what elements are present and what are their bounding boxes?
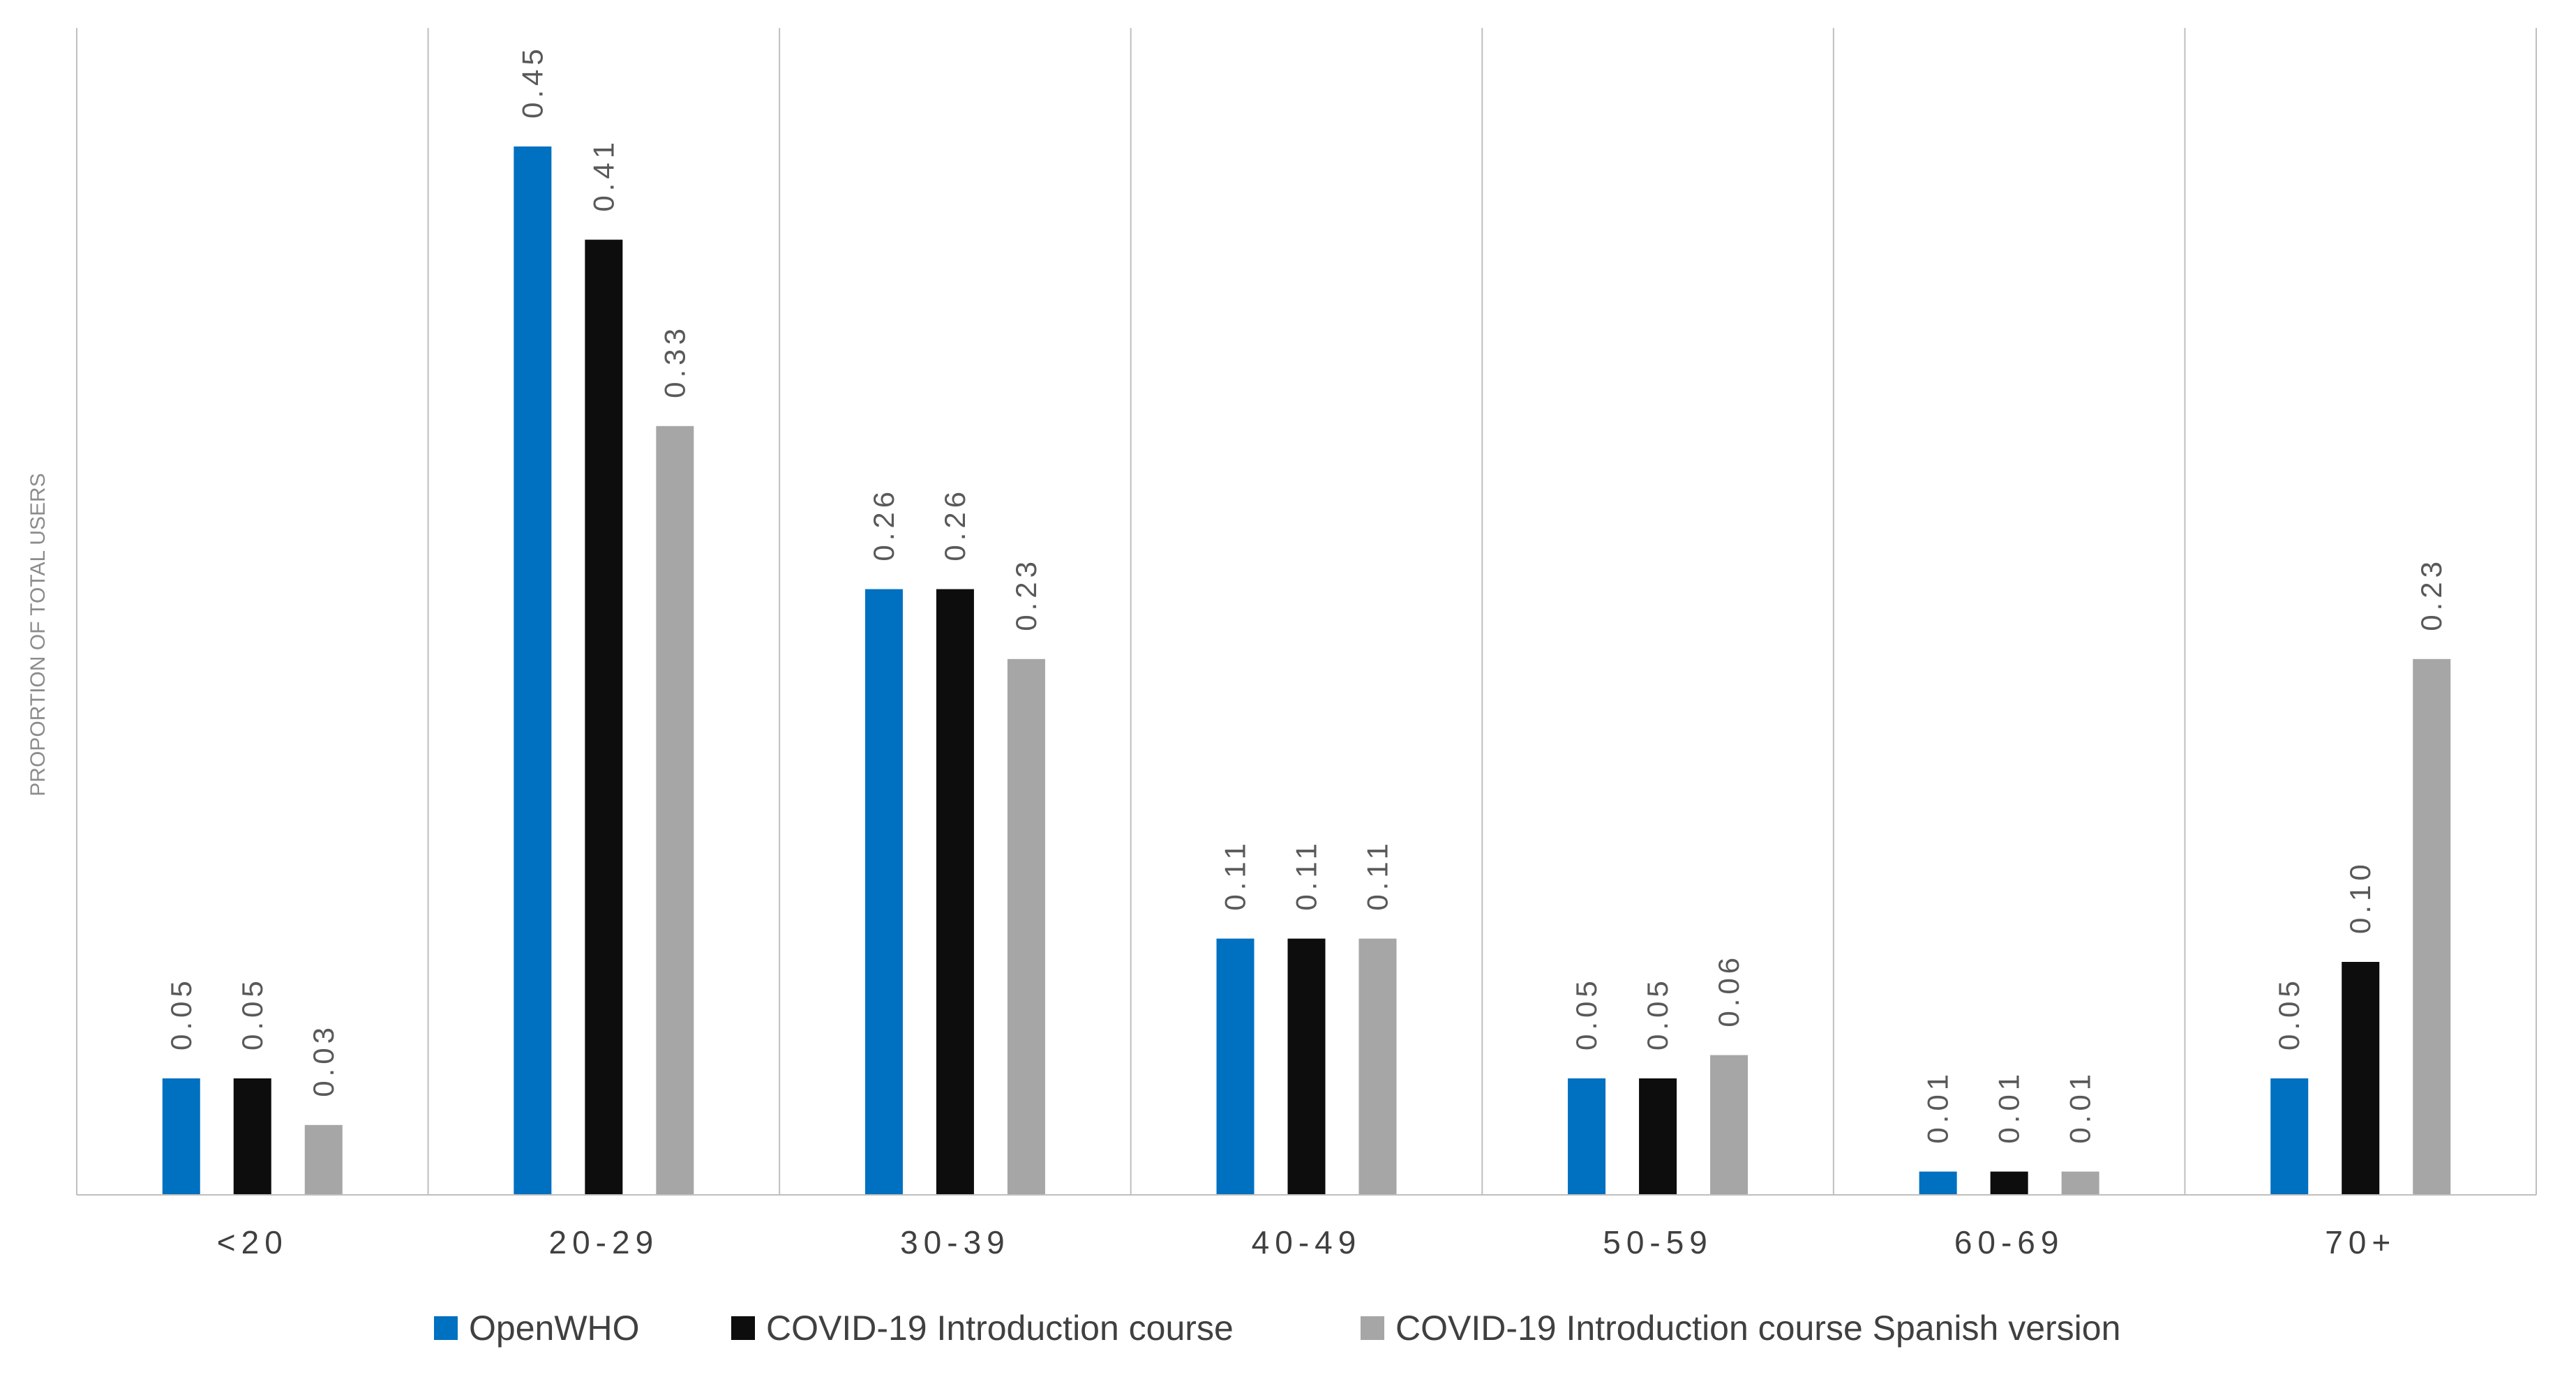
legend-swatch-covid-19-introduction-course-spanish-version: [1361, 1316, 1384, 1340]
data-label: 0.45: [516, 45, 548, 119]
bar-openwho: [514, 146, 552, 1195]
data-label: 0.03: [307, 1023, 340, 1097]
legend: OpenWHO COVID-19 Introduction course COVID…: [434, 1309, 2120, 1348]
data-label: 0.23: [2415, 557, 2448, 631]
bar-covid-19-introduction-course: [1639, 1078, 1677, 1195]
legend-label-covid-19-introduction-course-spanish-version: COVID-19 Introduction course Spanish ver…: [1395, 1309, 2120, 1348]
bar-covid-19-introduction-course-spanish-version: [304, 1124, 343, 1195]
bar-covid-19-introduction-course-spanish-version: [1007, 658, 1045, 1195]
y-axis-label: PROPORTION OF TOTAL USERS: [27, 473, 50, 796]
value-labels-group: 0.05 0.05 0.03 0.45 0.41 0.33 0.26 0.26 0.23 0.11…: [165, 45, 2448, 1143]
x-tick-label: 50-59: [1603, 1224, 1713, 1260]
bar-openwho: [1919, 1171, 1957, 1195]
bars-group: [162, 146, 2451, 1196]
bar-covid-19-introduction-course: [1990, 1171, 2028, 1195]
data-label: 0.41: [587, 138, 620, 212]
bar-covid-19-introduction-course: [585, 239, 623, 1196]
x-tick-label: <20: [217, 1224, 288, 1260]
bar-covid-19-introduction-course-spanish-version: [1358, 938, 1397, 1195]
bar-openwho: [162, 1078, 200, 1195]
data-label: 0.11: [1290, 839, 1323, 911]
x-tick-label: 70+: [2325, 1224, 2396, 1260]
bar-covid-19-introduction-course: [2342, 962, 2380, 1195]
legend-label-covid-19-introduction-course: COVID-19 Introduction course: [766, 1309, 1234, 1348]
data-label: 0.10: [2344, 860, 2376, 934]
bar-covid-19-introduction-course-spanish-version: [2061, 1171, 2099, 1195]
x-tick-label: 40-49: [1252, 1224, 1362, 1260]
data-label: 0.05: [1641, 977, 1674, 1050]
bar-covid-19-introduction-course-spanish-version: [2413, 658, 2451, 1195]
data-label: 0.33: [658, 324, 691, 398]
data-label: 0.01: [1922, 1070, 1954, 1144]
data-label: 0.01: [1993, 1070, 2025, 1144]
legend-label-openwho: OpenWHO: [469, 1309, 640, 1348]
bar-openwho: [864, 589, 903, 1195]
legend-swatch-openwho: [434, 1316, 458, 1340]
legend-swatch-covid-19-introduction-course: [731, 1316, 755, 1340]
data-label: 0.26: [867, 488, 900, 562]
bar-covid-19-introduction-course: [1287, 938, 1326, 1195]
bar-openwho: [1216, 938, 1255, 1195]
data-label: 0.11: [1219, 839, 1252, 911]
x-tick-label: 30-39: [900, 1224, 1010, 1260]
data-label: 0.11: [1361, 839, 1394, 911]
data-label: 0.05: [236, 977, 269, 1050]
bar-covid-19-introduction-course: [936, 589, 974, 1195]
data-label: 0.01: [2064, 1070, 2097, 1144]
bar-covid-19-introduction-course: [233, 1078, 271, 1195]
category-labels-group: <20 20-29 30-39 40-49 50-59 60-69 70+: [217, 1224, 2396, 1260]
bar-covid-19-introduction-course-spanish-version: [1710, 1055, 1748, 1195]
bar-openwho: [2270, 1078, 2309, 1195]
x-tick-label: 60-69: [1954, 1224, 2065, 1260]
bar-covid-19-introduction-course-spanish-version: [656, 425, 694, 1195]
category-dividers: [76, 28, 2537, 1195]
data-label: 0.06: [1712, 954, 1745, 1027]
x-tick-label: 20-29: [549, 1224, 659, 1260]
data-label: 0.05: [1570, 977, 1603, 1050]
data-label: 0.05: [165, 977, 197, 1050]
data-label: 0.23: [1010, 557, 1042, 631]
data-label: 0.26: [938, 488, 971, 562]
data-label: 0.05: [2272, 977, 2305, 1050]
bar-openwho: [1568, 1078, 1606, 1195]
